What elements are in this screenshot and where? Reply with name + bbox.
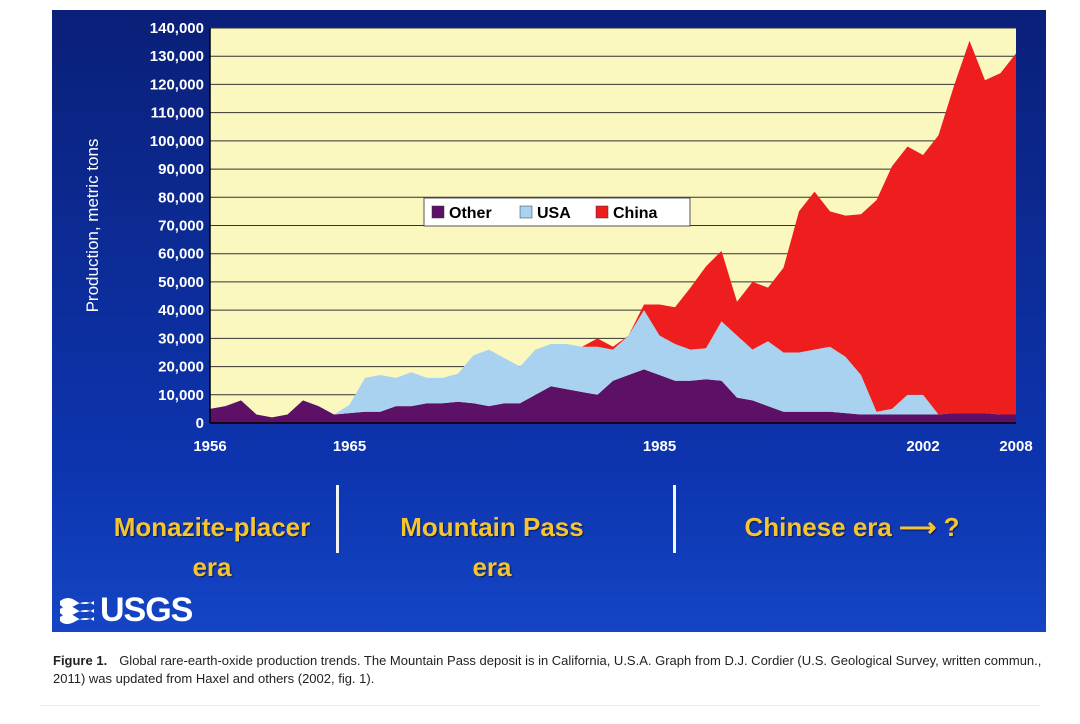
usgs-logo-text: USGS <box>100 590 193 629</box>
figure-caption-text: Global rare-earth-oxide production trend… <box>53 653 1042 686</box>
x-tick-label: 2008 <box>999 438 1032 455</box>
legend-swatch-other <box>431 205 445 219</box>
x-tick-label: 1965 <box>333 438 366 455</box>
era-label-mountain-pass: Mountain Pass era <box>382 507 602 587</box>
era-line1: Monazite-placer <box>113 512 311 542</box>
era-line1: Mountain Pass <box>400 512 584 542</box>
era-line1: Chinese era ⟶ ? <box>744 512 960 542</box>
x-tick-label: 1956 <box>193 438 226 455</box>
y-tick-label: 110,000 <box>151 105 204 122</box>
slide-background: 0 10,000 20,000 30,000 40,000 50,000 60,000 70,… <box>52 10 1046 632</box>
era-label-monazite: Monazite-placer era <box>92 507 332 587</box>
era-label-chinese: Chinese era ⟶ ? <box>712 507 992 547</box>
y-tick-label: 80,000 <box>158 189 204 206</box>
y-tick-label: 140,000 <box>150 20 204 37</box>
legend-box <box>423 197 691 227</box>
legend-label-other: Other <box>449 205 492 222</box>
usgs-wave-icon <box>60 598 94 624</box>
legend-swatch-china <box>595 205 609 219</box>
y-tick-label: 70,000 <box>158 218 204 235</box>
legend-label-china: China <box>613 205 658 222</box>
y-tick-label: 40,000 <box>158 302 204 319</box>
era-divider-2 <box>673 485 676 553</box>
legend-label-usa: USA <box>537 205 571 222</box>
y-tick-label: 60,000 <box>158 246 204 263</box>
x-tick-label: 2002 <box>906 438 939 455</box>
y-tick-label: 0 <box>196 415 204 432</box>
y-tick-label: 100,000 <box>150 133 204 150</box>
y-axis-title: Production, metric tons <box>83 139 102 313</box>
chart: 0 10,000 20,000 30,000 40,000 50,000 60,000 70,… <box>83 20 1033 455</box>
y-tick-label: 120,000 <box>150 76 204 93</box>
area-usa <box>210 310 1016 418</box>
usgs-logo: USGS <box>58 590 193 629</box>
y-tick-label: 20,000 <box>158 359 204 376</box>
y-tick-label: 90,000 <box>158 161 204 178</box>
y-tick-label: 10,000 <box>158 387 204 404</box>
divider <box>40 705 1040 706</box>
figure-caption: Figure 1. Global rare-earth-oxide product… <box>53 652 1043 688</box>
y-tick-label: 50,000 <box>158 274 204 291</box>
era-divider-1 <box>336 485 339 553</box>
era-line2: era <box>472 552 512 582</box>
area-other <box>210 369 1016 423</box>
x-tick-label: 1985 <box>643 438 676 455</box>
legend-swatch-usa <box>519 205 533 219</box>
figure-label: Figure 1. <box>53 653 108 668</box>
y-tick-label: 30,000 <box>158 330 204 347</box>
y-tick-label: 130,000 <box>150 48 204 65</box>
area-china <box>210 40 1016 418</box>
era-line2: era <box>192 552 232 582</box>
